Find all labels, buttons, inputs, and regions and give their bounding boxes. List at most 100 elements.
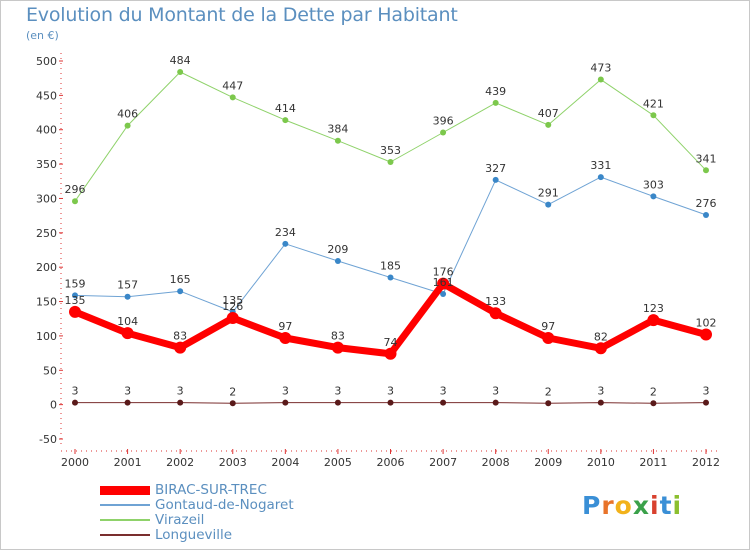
data-label-gontaud-de-nogaret: 135 <box>222 294 243 307</box>
logo-letter: x <box>632 491 650 520</box>
y-tick-label: 300 <box>36 192 57 205</box>
series-line-virazeil <box>74 71 707 202</box>
data-point-virazeil <box>229 94 236 101</box>
data-point-birac-sur-trec <box>69 305 81 318</box>
legend-label: BIRAC-SUR-TREC <box>155 482 267 498</box>
data-point-gontaud-de-nogaret <box>597 174 604 181</box>
logo-letter: t <box>659 491 673 520</box>
data-point-gontaud-de-nogaret <box>703 211 709 218</box>
data-point-gontaud-de-nogaret <box>124 293 131 300</box>
data-point-longueville <box>282 399 289 406</box>
data-label-longueville: 3 <box>387 385 394 398</box>
data-label-gontaud-de-nogaret: 327 <box>485 162 506 175</box>
data-point-gontaud-de-nogaret <box>177 288 184 295</box>
x-tick-label: 2007 <box>429 456 457 469</box>
data-label-birac-sur-trec: 123 <box>643 302 664 315</box>
x-tick-label: 2004 <box>271 456 299 469</box>
data-label-birac-sur-trec: 97 <box>278 320 292 333</box>
data-point-virazeil <box>650 112 657 119</box>
data-point-longueville <box>387 399 394 406</box>
data-point-virazeil <box>492 99 499 106</box>
x-tick-label: 2000 <box>61 456 89 469</box>
chart-title: Evolution du Montant de la Dette par Hab… <box>26 4 458 26</box>
data-label-birac-sur-trec: 176 <box>433 266 454 279</box>
data-point-virazeil <box>124 122 131 129</box>
data-point-longueville <box>597 399 604 406</box>
data-point-gontaud-de-nogaret <box>545 201 552 208</box>
legend-swatch <box>100 519 150 521</box>
x-tick-label: 2005 <box>324 456 352 469</box>
data-point-longueville <box>440 399 447 406</box>
data-point-virazeil <box>545 121 552 128</box>
data-label-gontaud-de-nogaret: 157 <box>117 279 138 292</box>
data-point-birac-sur-trec <box>226 312 239 325</box>
x-tick-label: 2001 <box>114 456 142 469</box>
x-tick-label: 2010 <box>587 456 615 469</box>
data-point-gontaud-de-nogaret <box>282 240 289 247</box>
data-point-birac-sur-trec <box>121 327 134 340</box>
data-label-longueville: 3 <box>597 385 604 398</box>
data-point-longueville <box>177 399 184 406</box>
x-tick-label: 2009 <box>534 456 562 469</box>
legend-label: Gontaud-de-Nogaret <box>155 497 294 513</box>
data-label-virazeil: 296 <box>65 183 86 196</box>
y-tick-label: 0 <box>50 399 57 412</box>
x-tick-label: 2011 <box>639 456 667 469</box>
data-label-longueville: 3 <box>334 385 341 398</box>
logo-letter: i <box>672 491 683 520</box>
data-label-virazeil: 421 <box>643 97 664 110</box>
data-label-gontaud-de-nogaret: 234 <box>275 226 296 239</box>
data-label-longueville: 3 <box>492 385 499 398</box>
proxiti-logo: Proxiti <box>582 491 682 520</box>
data-point-longueville <box>492 399 499 406</box>
data-label-virazeil: 447 <box>222 79 243 92</box>
data-point-gontaud-de-nogaret <box>334 257 341 264</box>
data-label-virazeil: 439 <box>485 85 506 98</box>
data-point-longueville <box>545 400 552 407</box>
data-point-longueville <box>229 400 236 407</box>
data-point-gontaud-de-nogaret <box>650 193 657 200</box>
axes: -50 0 50 100 150 200 250 300 350 400 450 500 2000 200… <box>36 53 720 469</box>
data-label-virazeil: 353 <box>380 144 401 157</box>
data-label-longueville: 3 <box>124 385 131 398</box>
data-point-longueville <box>124 399 131 406</box>
data-point-virazeil <box>282 117 289 124</box>
y-tick-label: 350 <box>36 158 57 171</box>
data-label-virazeil: 341 <box>696 152 717 165</box>
x-tick-label: 2012 <box>692 456 720 469</box>
data-point-virazeil <box>334 137 341 144</box>
logo-letter: r <box>601 491 615 520</box>
x-tick-label: 2003 <box>219 456 247 469</box>
y-tick-label: -50 <box>39 433 57 446</box>
data-label-birac-sur-trec: 102 <box>696 317 717 330</box>
data-label-birac-sur-trec: 82 <box>594 330 608 343</box>
data-point-birac-sur-trec <box>700 328 712 341</box>
data-point-virazeil <box>597 76 604 83</box>
data-label-birac-sur-trec: 104 <box>117 315 138 328</box>
data-point-longueville <box>334 399 341 406</box>
series-line-gontaud-de-nogaret <box>74 176 707 313</box>
data-label-birac-sur-trec: 83 <box>173 330 187 343</box>
data-label-longueville: 2 <box>229 385 236 398</box>
data-label-gontaud-de-nogaret: 209 <box>327 243 348 256</box>
data-label-longueville: 3 <box>703 385 710 398</box>
logo-letter: o <box>614 491 633 520</box>
data-label-longueville: 3 <box>177 385 184 398</box>
data-point-longueville <box>703 399 709 406</box>
data-label-virazeil: 384 <box>327 123 348 136</box>
x-tick-label: 2008 <box>482 456 510 469</box>
data-labels: 296 406 484 447 414 384 353 396 439 407 473 421 341 1… <box>65 54 717 398</box>
data-point-birac-sur-trec <box>279 331 292 344</box>
data-point-birac-sur-trec <box>437 277 450 290</box>
data-label-gontaud-de-nogaret: 159 <box>65 277 86 290</box>
y-tick-label: 250 <box>36 227 57 240</box>
data-point-virazeil <box>440 129 447 136</box>
data-point-gontaud-de-nogaret <box>440 290 447 297</box>
data-label-virazeil: 414 <box>275 102 296 115</box>
y-tick-label: 500 <box>36 55 57 68</box>
data-label-virazeil: 396 <box>433 114 454 127</box>
data-label-virazeil: 407 <box>538 107 559 120</box>
legend-label: Longueville <box>155 527 233 543</box>
